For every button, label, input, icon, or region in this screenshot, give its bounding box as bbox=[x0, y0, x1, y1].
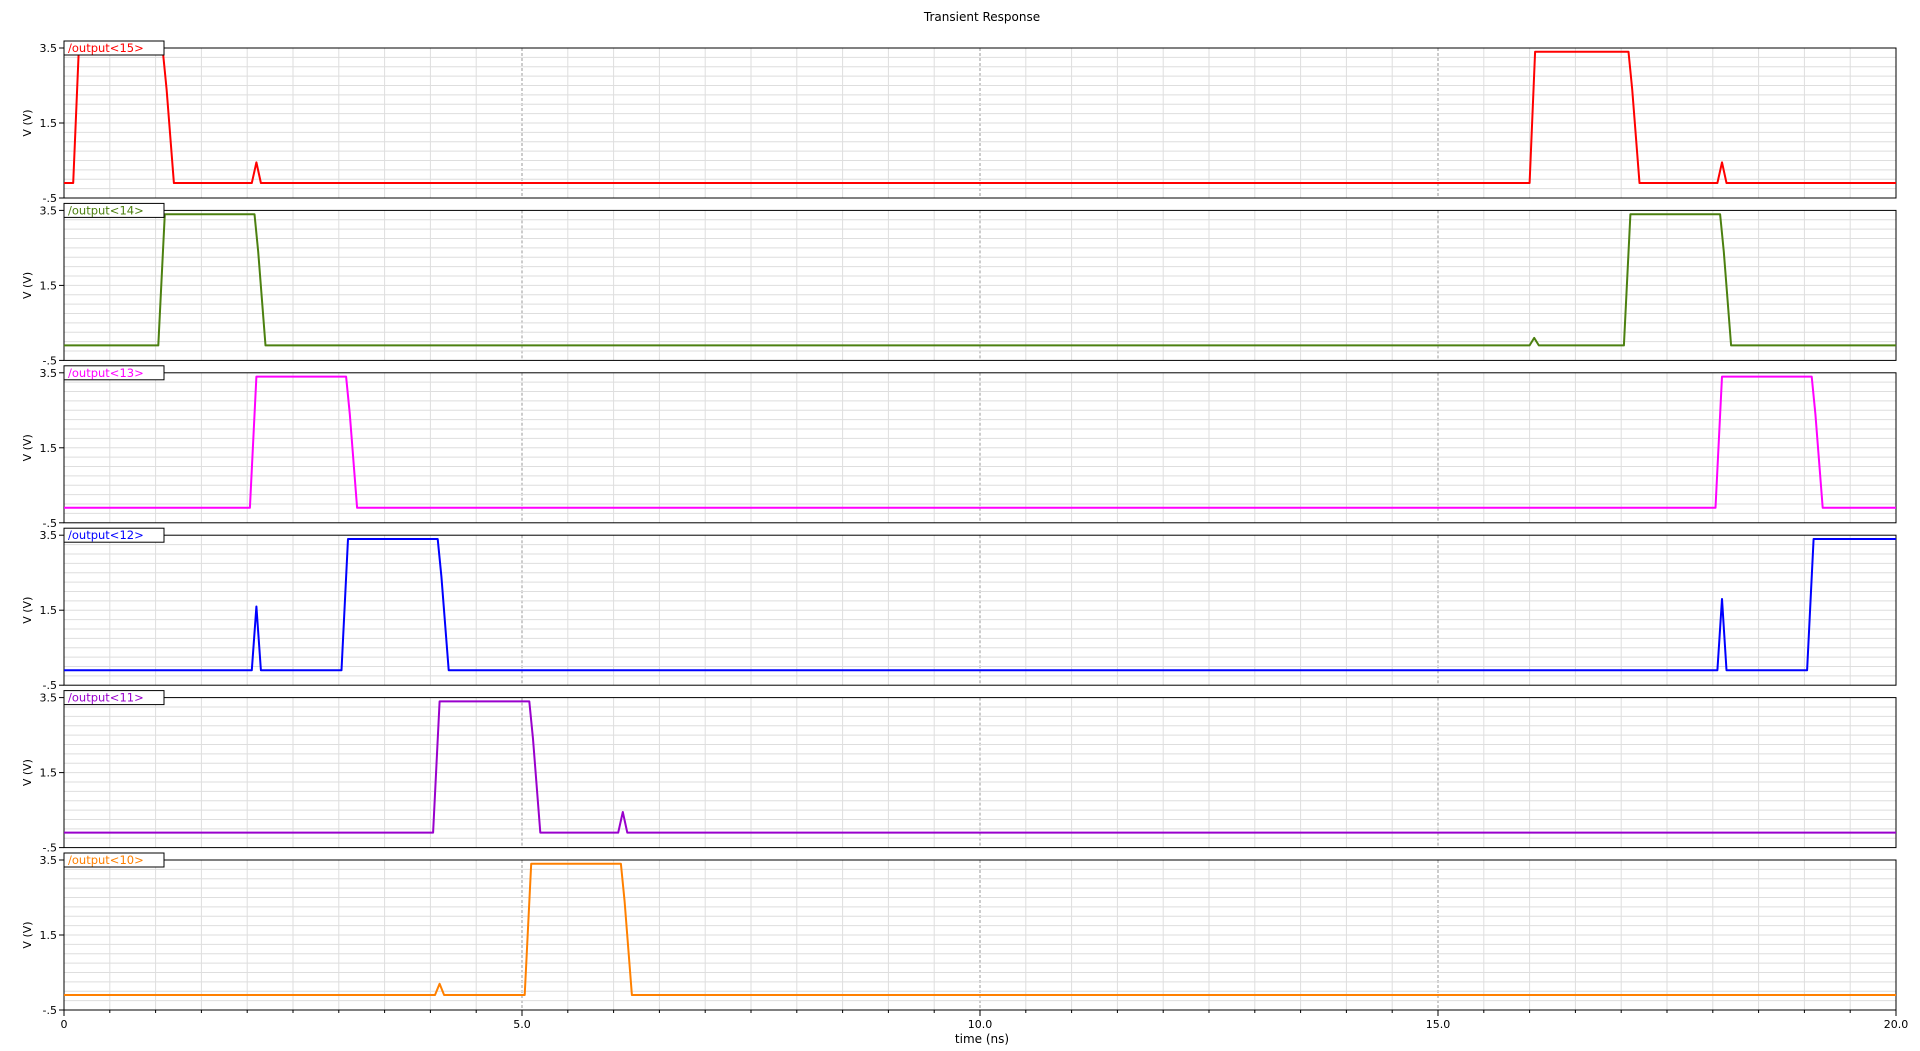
panels-group: 3.5 1.5 -.5 V (V) /output<15> 3.5 1.5 -.5 V (V) /… bbox=[21, 40, 1897, 1017]
y-axis-label: V (V) bbox=[21, 109, 34, 136]
series-line-3 bbox=[64, 538, 1896, 672]
panel-1: 3.5 1.5 -.5 V (V) /output<14> bbox=[21, 202, 1897, 367]
grid bbox=[64, 860, 1896, 1010]
legend-label: /output<13> bbox=[68, 366, 144, 380]
y-axis-label: V (V) bbox=[21, 759, 34, 786]
chart-title: Transient Response bbox=[923, 10, 1040, 24]
y-tick-label: 1.5 bbox=[40, 604, 58, 617]
series-line-4 bbox=[64, 700, 1896, 834]
legend-tab bbox=[63, 40, 165, 56]
panel-3: 3.5 1.5 -.5 V (V) /output<12> bbox=[21, 527, 1897, 692]
y-tick-label: 1.5 bbox=[40, 279, 58, 292]
grid bbox=[64, 210, 1896, 361]
legend-label: /output<10> bbox=[68, 853, 144, 867]
legend-label: /output<12> bbox=[68, 528, 144, 542]
y-tick-label: -.5 bbox=[43, 517, 57, 530]
y-tick-label: 3.5 bbox=[40, 854, 58, 867]
legend-tab bbox=[63, 365, 165, 381]
legend-tab bbox=[63, 202, 165, 218]
y-tick-label: 3.5 bbox=[40, 204, 58, 217]
legend-label: /output<14> bbox=[68, 203, 144, 217]
series-line-5 bbox=[64, 862, 1896, 996]
y-axis-label: V (V) bbox=[21, 434, 34, 461]
legend-tab bbox=[63, 527, 165, 543]
y-tick-label: -.5 bbox=[43, 192, 57, 205]
y-tick-label: 1.5 bbox=[40, 929, 58, 942]
grid bbox=[64, 535, 1896, 686]
grid bbox=[64, 697, 1896, 848]
y-axis-label: V (V) bbox=[21, 597, 34, 624]
y-axis-label: V (V) bbox=[21, 272, 34, 299]
x-tick-label: 20.0 bbox=[1884, 1018, 1909, 1031]
legend-label: /output<15> bbox=[68, 41, 144, 55]
y-tick-label: 1.5 bbox=[40, 117, 58, 130]
grid bbox=[64, 48, 1896, 198]
x-tick-label: 15.0 bbox=[1426, 1018, 1451, 1031]
y-axis-label: V (V) bbox=[21, 921, 34, 948]
x-axis: 0 5.0 10.0 15.0 20.0 bbox=[61, 1010, 1909, 1031]
x-tick-label: 5.0 bbox=[513, 1018, 531, 1031]
legend-tab bbox=[63, 690, 165, 706]
y-tick-label: 3.5 bbox=[40, 42, 58, 55]
y-tick-label: 3.5 bbox=[40, 367, 58, 380]
x-tick-label: 0 bbox=[61, 1018, 68, 1031]
x-axis-label: time (ns) bbox=[955, 1032, 1009, 1046]
y-tick-label: -.5 bbox=[43, 1004, 57, 1017]
panel-0: 3.5 1.5 -.5 V (V) /output<15> bbox=[21, 40, 1897, 205]
y-tick-label: 3.5 bbox=[40, 529, 58, 542]
legend-tab bbox=[63, 852, 165, 868]
series-line-1 bbox=[64, 213, 1896, 347]
y-tick-label: -.5 bbox=[43, 842, 57, 855]
y-tick-label: -.5 bbox=[43, 679, 57, 692]
y-tick-label: 3.5 bbox=[40, 692, 58, 705]
x-tick-label: 10.0 bbox=[968, 1018, 993, 1031]
y-tick-label: -.5 bbox=[43, 354, 57, 367]
y-tick-label: 1.5 bbox=[40, 442, 58, 455]
y-tick-label: 1.5 bbox=[40, 767, 58, 780]
grid bbox=[64, 372, 1896, 523]
series-line-2 bbox=[64, 375, 1896, 509]
legend-label: /output<11> bbox=[68, 691, 144, 705]
panel-2: 3.5 1.5 -.5 V (V) /output<13> bbox=[21, 365, 1897, 530]
panel-4: 3.5 1.5 -.5 V (V) /output<11> bbox=[21, 690, 1897, 855]
panel-5: 3.5 1.5 -.5 V (V) /output<10> bbox=[21, 852, 1897, 1017]
